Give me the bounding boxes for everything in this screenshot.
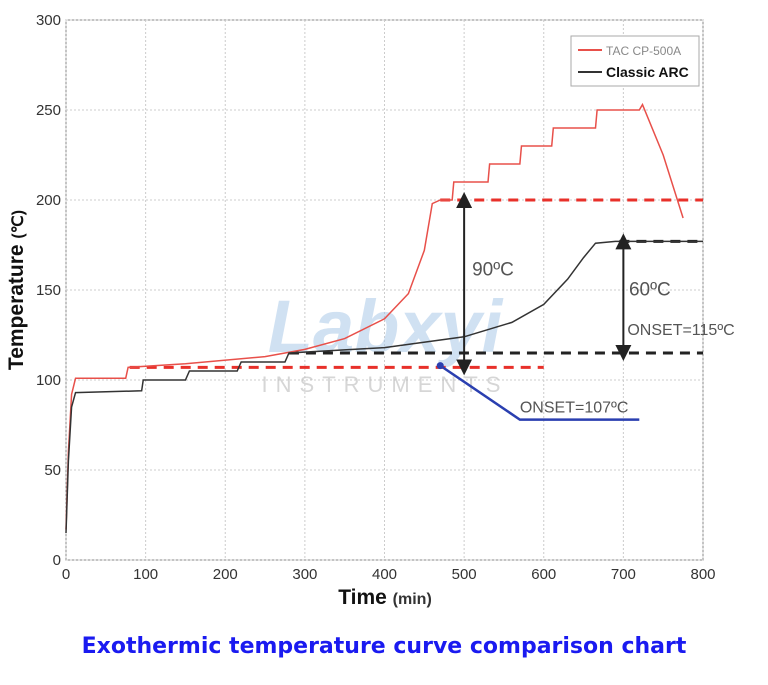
y-tick-label: 150 xyxy=(36,282,61,299)
annotation-leader xyxy=(439,364,640,421)
x-tick-label: 500 xyxy=(452,566,477,583)
legend-label: Classic ARC xyxy=(606,64,689,80)
x-tick-label: 0 xyxy=(62,566,70,583)
y-tick-label: 50 xyxy=(44,462,61,479)
x-tick-label: 700 xyxy=(611,566,636,583)
series-line xyxy=(65,240,703,534)
x-tick-label: 100 xyxy=(133,566,158,583)
watermark-sub: INSTRUMENTS xyxy=(262,372,509,397)
y-axis-label: Temperature (℃) xyxy=(5,210,28,370)
x-tick-label: 400 xyxy=(372,566,397,583)
x-tick-label: 800 xyxy=(690,566,715,583)
chart-svg: 0 100 200 300 400 500 600 700 800 0 50 100 150 200 250… xyxy=(5,12,735,609)
x-tick-label: 600 xyxy=(531,566,556,583)
watermark-logo: Labxyi xyxy=(268,285,504,368)
annotation-label: ONSET=115ºC xyxy=(627,322,734,339)
legend-box xyxy=(570,35,700,87)
annotation-dot xyxy=(436,362,444,370)
annotation-label: ONSET=107ºC xyxy=(520,399,629,416)
y-tick-label: 200 xyxy=(36,192,61,209)
annotation-label: 60ºC xyxy=(629,279,671,300)
y-tick-label: 300 xyxy=(36,12,61,29)
series-line xyxy=(65,102,684,530)
y-tick-label: 0 xyxy=(53,552,61,569)
chart-caption: Exothermic temperature curve comparison … xyxy=(81,634,687,659)
legend-label: TAC CP-500A xyxy=(606,44,681,58)
x-axis-label: Time (min) xyxy=(338,586,432,609)
y-tick-label: 100 xyxy=(36,372,61,389)
x-tick-label: 200 xyxy=(213,566,238,583)
x-tick-label: 300 xyxy=(292,566,317,583)
y-tick-label: 250 xyxy=(36,102,61,119)
annotation-label: 90ºC xyxy=(472,260,514,281)
